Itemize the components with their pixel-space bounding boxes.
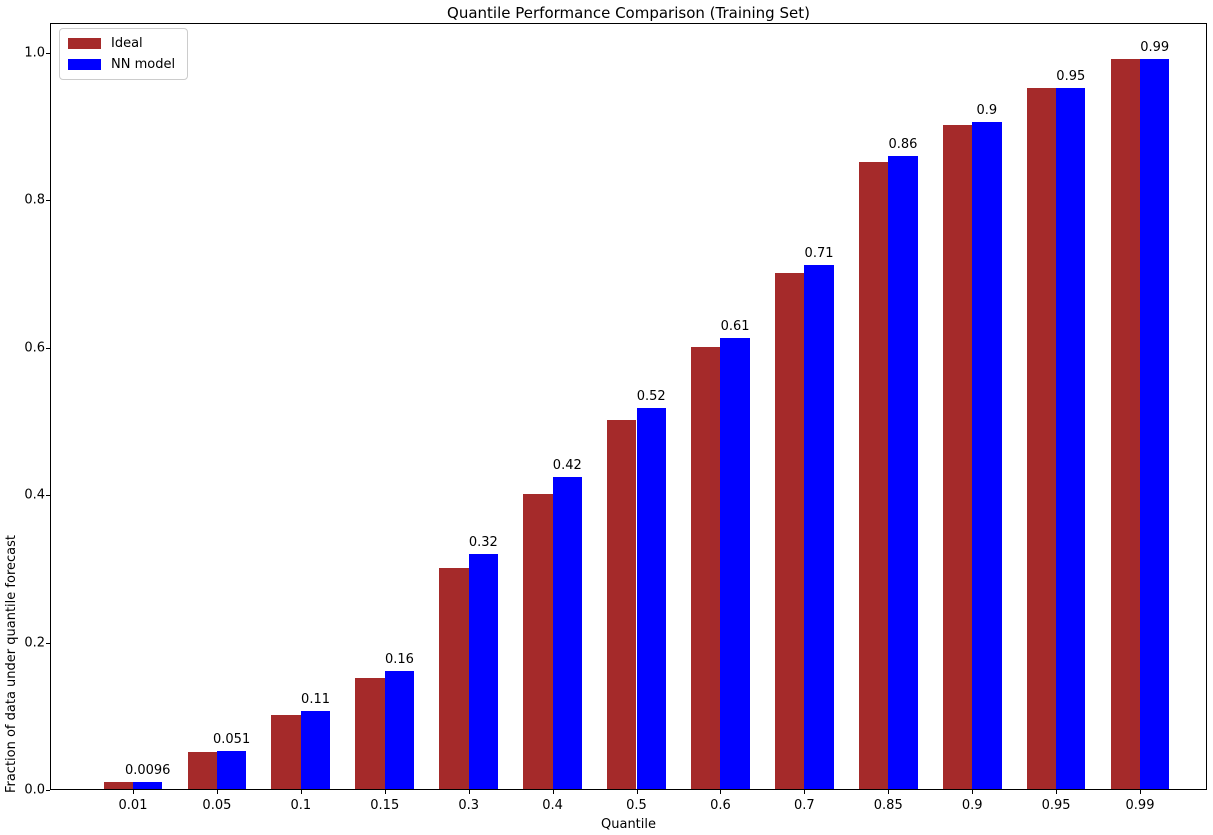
bar-value-label: 0.42 — [552, 458, 582, 474]
bar-nn-model — [1140, 58, 1170, 789]
bar-nn-model — [300, 710, 331, 789]
x-tick-label: 0.99 — [1125, 798, 1155, 813]
legend: Ideal NN model — [59, 28, 189, 80]
bar-value-label: 0.99 — [1140, 39, 1170, 55]
chart-title: Quantile Performance Comparison (Trainin… — [447, 4, 810, 22]
bar-ideal — [942, 125, 973, 789]
x-tick-label: 0.01 — [118, 798, 148, 813]
bar-ideal — [858, 162, 889, 789]
y-tick-mark — [46, 200, 50, 201]
x-tick-label: 0.1 — [290, 798, 312, 813]
x-tick-mark — [1056, 790, 1058, 794]
y-tick-label: 0.0 — [24, 782, 45, 798]
bar-nn-model — [636, 408, 666, 789]
x-tick-label: 0.5 — [626, 798, 647, 813]
bar-ideal — [1026, 88, 1057, 789]
x-tick-mark — [804, 790, 806, 794]
bar-ideal — [439, 567, 469, 789]
x-tick-label: 0.9 — [961, 798, 983, 813]
x-tick-mark — [972, 790, 974, 794]
bar-value-label: 0.9 — [976, 103, 998, 119]
x-tick-mark — [384, 790, 386, 794]
legend-label-ideal: Ideal — [111, 36, 143, 51]
x-tick-mark — [1140, 790, 1141, 794]
x-tick-mark — [468, 790, 470, 794]
bar-value-label: 0.52 — [636, 389, 666, 405]
bar-value-label: 0.86 — [888, 136, 918, 152]
y-tick-mark — [46, 790, 50, 791]
bar-value-label: 0.16 — [384, 652, 414, 667]
bar-nn-model — [1056, 88, 1086, 789]
y-tick-mark — [46, 347, 50, 349]
y-tick-mark — [46, 52, 50, 54]
bar-value-label: 0.95 — [1056, 69, 1086, 85]
x-tick-label: 0.4 — [542, 798, 563, 813]
bar-ideal — [1110, 58, 1140, 789]
bar-ideal — [187, 752, 217, 789]
legend-swatch-ideal — [68, 38, 101, 49]
plot-area: Ideal NN model 0.0096 0.051 0.11 0.16 0.32 0.… — [50, 23, 1207, 790]
x-tick-label: 0.7 — [793, 798, 815, 813]
x-tick-mark — [636, 790, 638, 794]
bar-value-label: 0.32 — [468, 535, 498, 551]
legend-item-nn-model: NN model — [68, 57, 175, 72]
x-tick-label: 0.85 — [873, 798, 903, 813]
x-tick-mark — [552, 790, 554, 794]
bar-ideal — [607, 420, 637, 789]
bar-ideal — [103, 781, 133, 789]
bar-value-label: 0.0096 — [124, 762, 171, 778]
bar-value-label: 0.11 — [301, 691, 331, 707]
bar-nn-model — [972, 122, 1002, 789]
bar-ideal — [355, 678, 385, 789]
y-tick-mark — [46, 495, 50, 496]
x-axis-label: Quantile — [601, 817, 656, 832]
x-tick-mark — [133, 790, 134, 794]
bar-nn-model — [133, 781, 163, 789]
legend-item-ideal: Ideal — [68, 36, 175, 51]
bar-nn-model — [552, 477, 582, 789]
bar-nn-model — [888, 155, 918, 789]
bar-nn-model — [720, 337, 750, 789]
bar-nn-model — [468, 554, 499, 789]
x-tick-label: 0.05 — [202, 798, 232, 813]
y-tick-label: 1.0 — [24, 45, 45, 60]
bar-nn-model — [216, 751, 247, 789]
bar-value-label: 0.051 — [213, 732, 251, 748]
y-tick-label: 0.6 — [24, 340, 45, 355]
bar-ideal — [774, 272, 805, 789]
x-tick-label: 0.95 — [1041, 798, 1071, 813]
y-tick-mark — [46, 642, 50, 644]
legend-swatch-nn-model — [68, 59, 101, 70]
bar-value-label: 0.71 — [804, 246, 834, 262]
legend-label-nn-model: NN model — [111, 57, 176, 72]
x-tick-label: 0.6 — [710, 798, 731, 813]
bar-ideal — [271, 715, 301, 789]
x-tick-mark — [216, 790, 218, 794]
y-tick-label: 0.8 — [24, 192, 45, 208]
bar-nn-model — [804, 265, 834, 789]
y-tick-label: 0.4 — [24, 487, 45, 503]
x-tick-mark — [888, 790, 890, 794]
bar-ideal — [523, 494, 553, 789]
x-tick-label: 0.15 — [370, 798, 400, 813]
bar-nn-model — [384, 671, 415, 789]
y-axis-label: Fraction of data under quantile forecast — [4, 535, 19, 794]
x-tick-label: 0.3 — [458, 798, 479, 813]
bar-value-label: 0.61 — [720, 318, 750, 334]
bar-ideal — [691, 346, 721, 789]
x-tick-mark — [720, 790, 722, 794]
x-tick-mark — [300, 790, 302, 794]
y-tick-label: 0.2 — [24, 635, 45, 650]
